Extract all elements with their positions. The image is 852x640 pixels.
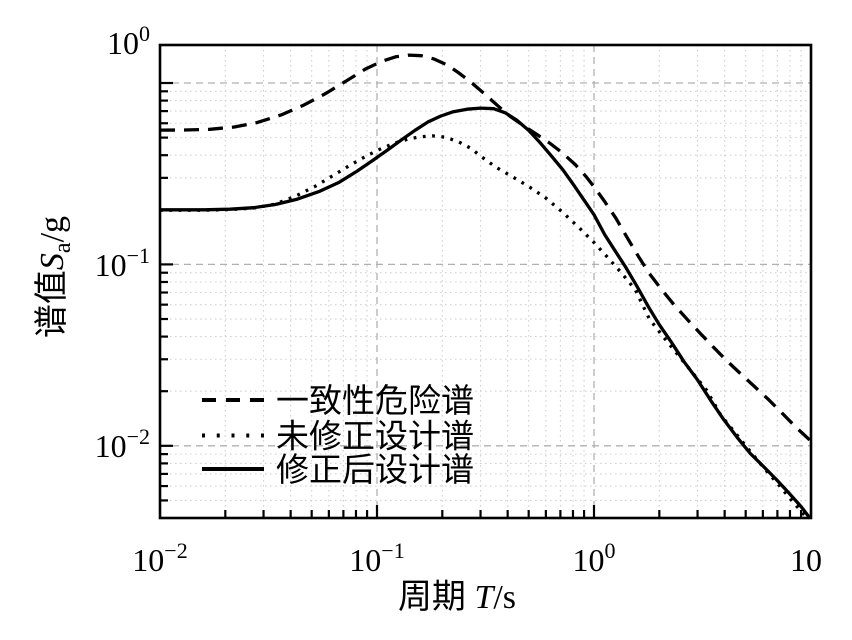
y-tick-1e-1: 10−1 <box>95 243 150 283</box>
grid-major-lines <box>160 45 811 518</box>
curve-uniform-hazard-spectrum <box>159 53 813 443</box>
legend-label-uniform-hazard: 一致性危险谱 <box>276 383 474 420</box>
axis-tick-marks <box>160 81 803 518</box>
y-axis-tick-labels: 100 10−1 10−2 <box>95 21 150 464</box>
x-tick-1e-1: 10−1 <box>349 538 404 578</box>
legend-label-uncorrected: 未修正设计谱 <box>276 419 474 456</box>
x-axis-title: 周期 T/s <box>398 579 516 616</box>
x-tick-1e0: 100 <box>573 538 616 578</box>
curve-uncorrected-design-spectrum <box>160 134 809 520</box>
legend: 一致性危险谱 未修正设计谱 修正后设计谱 <box>202 383 474 489</box>
x-axis-tick-labels: 10−2 10−1 100 10 <box>132 538 822 578</box>
x-tick-1e-2: 10−2 <box>132 538 187 578</box>
plot-border <box>158 43 813 520</box>
y-axis-title: 谱值Sa/g <box>33 216 76 338</box>
curve-corrected-design-spectrum <box>160 106 812 520</box>
data-curves <box>159 53 813 520</box>
legend-label-corrected: 修正后设计谱 <box>276 452 474 489</box>
x-tick-10: 10 <box>790 542 822 578</box>
legend-line-samples <box>202 398 264 471</box>
grid-minor-lines <box>160 45 811 518</box>
y-tick-1e0: 100 <box>107 21 150 61</box>
y-tick-1e-2: 10−2 <box>95 424 150 464</box>
